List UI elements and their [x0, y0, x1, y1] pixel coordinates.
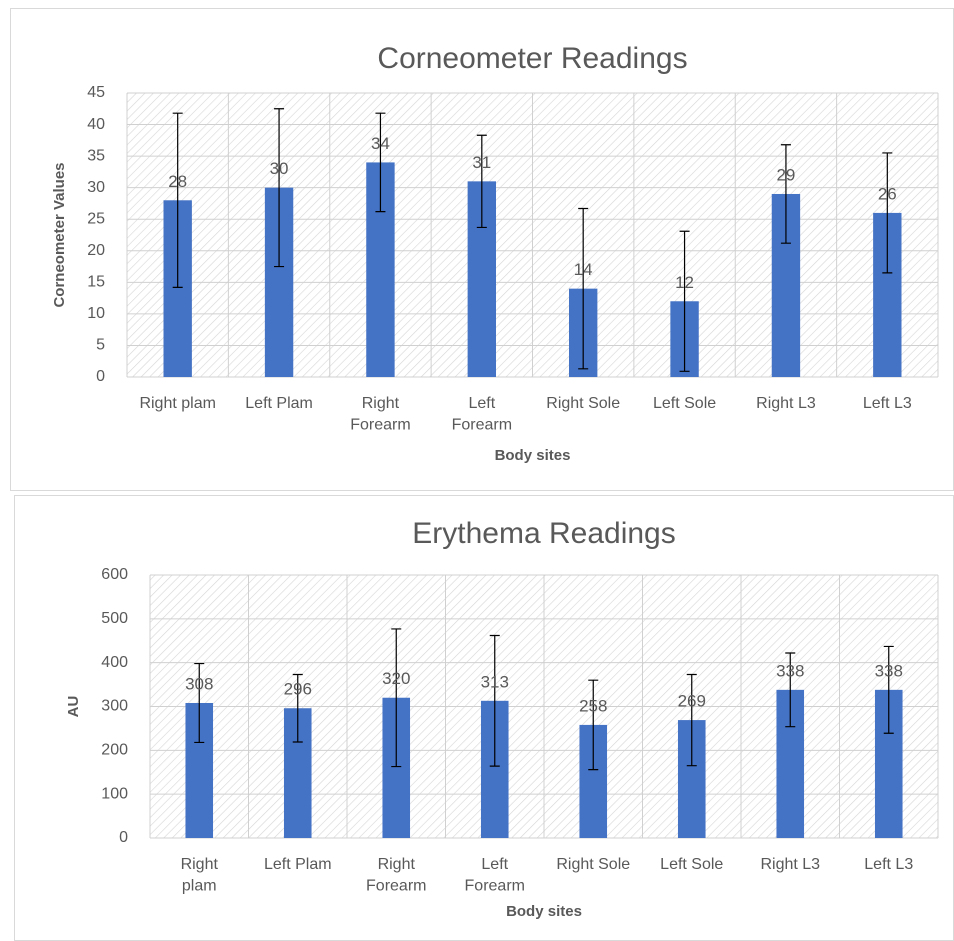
y-tick-label: 200 — [101, 742, 128, 759]
x-tick-label: Left L3 — [864, 856, 913, 873]
y-tick-label: 400 — [101, 654, 128, 671]
error-bar — [292, 673, 303, 743]
error-bar — [375, 112, 386, 213]
error-bar — [274, 108, 285, 268]
value-label: 14 — [574, 260, 593, 279]
value-label: 313 — [481, 672, 509, 691]
y-tick-label: 20 — [87, 242, 105, 259]
y-axis-label: AU — [65, 696, 82, 718]
x-tick-label: Right plam — [139, 395, 215, 412]
error-bar — [194, 662, 205, 744]
chart-title: Corneometer Readings — [377, 42, 687, 75]
x-tick-label: Left Forearm — [452, 395, 512, 434]
y-axis-label: Corneometer Values — [51, 162, 68, 307]
x-tick-label: Left Forearm — [465, 856, 525, 895]
value-label: 29 — [776, 165, 795, 184]
value-label: 308 — [185, 674, 213, 693]
error-bar — [686, 673, 697, 767]
y-tick-label: 45 — [87, 84, 105, 101]
value-label: 12 — [675, 273, 694, 292]
error-bar — [780, 144, 791, 244]
error-bar — [578, 207, 589, 370]
y-tick-label: 30 — [87, 179, 105, 196]
value-label: 34 — [371, 134, 390, 153]
y-tick-label: 0 — [119, 829, 128, 846]
y-tick-label: 500 — [101, 610, 128, 627]
value-label: 258 — [579, 696, 607, 715]
y-tick-label: 35 — [87, 147, 105, 164]
x-tick-label: Left Plam — [245, 395, 313, 412]
x-tick-label: Right L3 — [756, 395, 816, 412]
value-label: 338 — [875, 661, 903, 680]
value-label: 320 — [382, 669, 410, 688]
x-tick-label: Right Sole — [546, 395, 620, 412]
value-label: 26 — [878, 184, 897, 203]
error-bar — [172, 112, 183, 288]
x-tick-label: Right L3 — [760, 856, 820, 873]
value-label: 30 — [270, 159, 289, 178]
x-tick-label: Right Forearm — [350, 395, 410, 434]
y-tick-label: 0 — [96, 368, 105, 385]
error-bar — [882, 152, 893, 274]
value-label: 28 — [168, 172, 187, 191]
chart-title: Erythema Readings — [412, 517, 675, 550]
value-label: 338 — [776, 661, 804, 680]
value-label: 31 — [472, 153, 491, 172]
x-tick-label: Right Forearm — [366, 856, 426, 895]
value-label: 269 — [678, 692, 706, 711]
error-bar — [391, 628, 402, 768]
error-bar — [883, 645, 894, 734]
value-label: 296 — [284, 680, 312, 699]
x-tick-label: Left Plam — [264, 856, 332, 873]
y-tick-label: 300 — [101, 698, 128, 715]
error-bar — [785, 652, 796, 728]
y-tick-label: 15 — [87, 274, 105, 291]
y-tick-label: 600 — [101, 566, 128, 583]
x-tick-label: Right plam — [181, 856, 219, 895]
error-bar — [588, 679, 599, 771]
x-tick-label: Left Sole — [653, 395, 716, 412]
x-tick-label: Left L3 — [863, 395, 912, 412]
error-bar — [679, 230, 690, 372]
y-tick-label: 40 — [87, 116, 105, 133]
error-bar — [489, 634, 500, 767]
y-tick-label: 10 — [87, 305, 105, 322]
x-tick-label: Right Sole — [556, 856, 630, 873]
x-tick-label: Left Sole — [660, 856, 723, 873]
x-axis-label: Body sites — [506, 903, 582, 920]
y-tick-label: 25 — [87, 210, 105, 227]
y-tick-label: 5 — [96, 337, 105, 354]
y-tick-label: 100 — [101, 785, 128, 802]
x-axis-label: Body sites — [495, 447, 571, 464]
error-bar — [476, 134, 487, 229]
